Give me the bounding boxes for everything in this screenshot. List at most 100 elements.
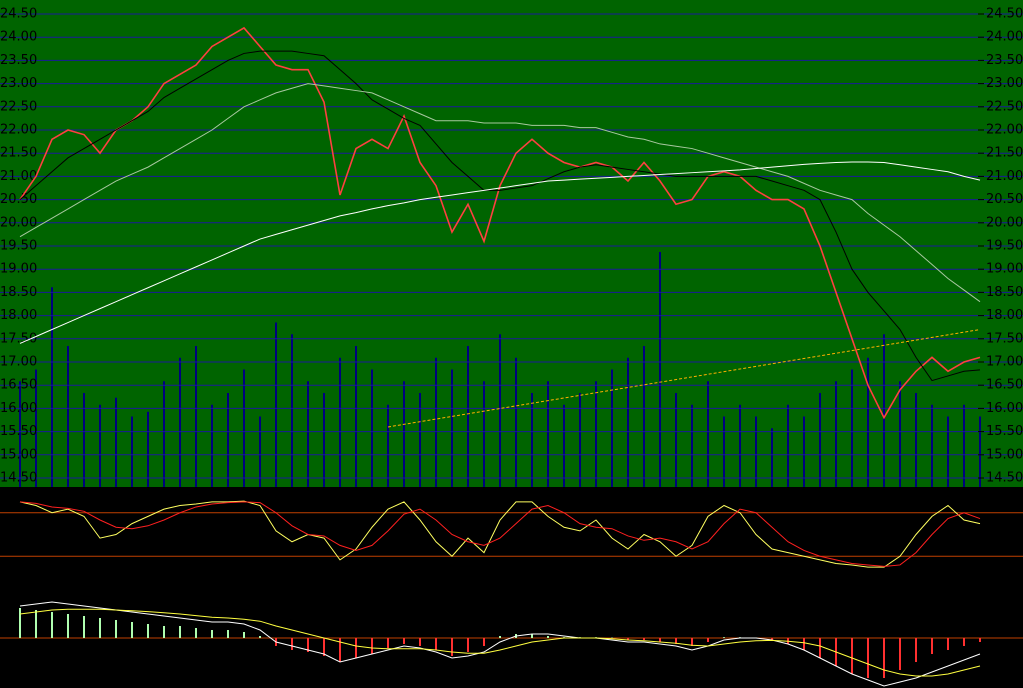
macd-bar (419, 638, 421, 646)
series-line (19, 161, 981, 344)
volume-bar (403, 381, 405, 487)
volume-bar (723, 416, 725, 487)
y-tick-label-right: 23.50 (986, 53, 1023, 68)
macd-bar (979, 638, 981, 642)
series-line (19, 601, 981, 687)
series-line (19, 83, 981, 303)
y-tick-label: 15.50 (0, 424, 37, 439)
volume-bar (211, 404, 213, 487)
volume-bar (35, 369, 37, 487)
volume-bar (963, 404, 965, 487)
macd-bar (131, 622, 133, 638)
volume-bar (147, 411, 149, 487)
volume-bar (243, 369, 245, 487)
volume-bar (467, 346, 469, 487)
volume-bar (451, 369, 453, 487)
volume-bar (483, 381, 485, 487)
volume-bar (979, 416, 981, 487)
y-tick-label-right: 18.50 (986, 285, 1023, 300)
volume-bar (51, 287, 53, 487)
y-tick-label-right: 17.50 (986, 331, 1023, 346)
series-line (19, 26, 981, 420)
macd-bar (771, 638, 773, 640)
macd-bar (691, 638, 693, 646)
volume-bar (883, 334, 885, 487)
volume-bar (291, 334, 293, 487)
macd-bar (35, 610, 37, 638)
volume-bar (371, 369, 373, 487)
y-tick-label-right: 21.50 (986, 146, 1023, 161)
macd-bar (803, 638, 805, 650)
macd-bar (499, 636, 501, 638)
macd-bar (883, 638, 885, 678)
y-tick-label: 17.00 (0, 355, 37, 370)
y-tick-label-right: 16.00 (986, 401, 1023, 416)
volume-bar (387, 404, 389, 487)
volume-bar (643, 346, 645, 487)
volume-bar (531, 393, 533, 487)
macd-bar (51, 612, 53, 638)
volume-bar (419, 393, 421, 487)
volume-bar (771, 428, 773, 487)
y-tick-label-right: 16.50 (986, 378, 1023, 393)
y-tick-label-right: 20.50 (986, 192, 1023, 207)
macd-bar (307, 638, 309, 652)
y-tick-label: 16.50 (0, 378, 37, 393)
volume-bar (227, 393, 229, 487)
macd-bar (851, 638, 853, 674)
macd-bar (451, 638, 453, 656)
macd-bar (931, 638, 933, 654)
volume-bar (867, 357, 869, 487)
volume-bar (835, 381, 837, 487)
y-tick-label: 18.50 (0, 285, 37, 300)
macd-bar (963, 638, 965, 646)
volume-bar (659, 252, 661, 487)
volume-bar (755, 416, 757, 487)
macd-bar (707, 638, 709, 642)
volume-bar (115, 397, 117, 487)
volume-bar (259, 416, 261, 487)
macd-bar (147, 624, 149, 638)
y-tick-label-right: 15.00 (986, 447, 1023, 462)
y-tick-label: 15.00 (0, 447, 37, 462)
y-tick-label: 22.00 (0, 123, 37, 138)
macd-bar (195, 628, 197, 638)
volume-bar (163, 381, 165, 487)
y-tick-label-right: 18.00 (986, 308, 1023, 323)
volume-bar (131, 416, 133, 487)
volume-bar (707, 381, 709, 487)
macd-bar (323, 638, 325, 656)
volume-bar (515, 357, 517, 487)
macd-bar (467, 638, 469, 652)
volume-bar (627, 357, 629, 487)
macd-bar (163, 626, 165, 638)
macd-bar (483, 638, 485, 646)
macd-bar (355, 638, 357, 658)
volume-bar (915, 393, 917, 487)
y-tick-label: 19.50 (0, 239, 37, 254)
volume-bar (307, 381, 309, 487)
y-tick-label: 20.50 (0, 192, 37, 207)
y-tick-label-right: 14.50 (986, 471, 1023, 486)
volume-bar (195, 346, 197, 487)
macd-bar (243, 632, 245, 638)
macd-bar (99, 618, 101, 638)
volume-bar (275, 322, 277, 487)
y-tick-label-right: 19.00 (986, 262, 1023, 277)
volume-bar (819, 393, 821, 487)
y-tick-label-right: 22.50 (986, 99, 1023, 114)
volume-bar (179, 357, 181, 487)
volume-bar (675, 393, 677, 487)
volume-bar (339, 357, 341, 487)
macd-bar (259, 636, 261, 638)
series-line (19, 50, 981, 382)
volume-bar (83, 393, 85, 487)
volume-bar (323, 393, 325, 487)
macd-bar (675, 638, 677, 644)
y-tick-label-right: 21.00 (986, 169, 1023, 184)
macd-bar (547, 636, 549, 638)
y-tick-label: 19.00 (0, 262, 37, 277)
macd-bar (387, 638, 389, 648)
macd-bar (947, 638, 949, 650)
